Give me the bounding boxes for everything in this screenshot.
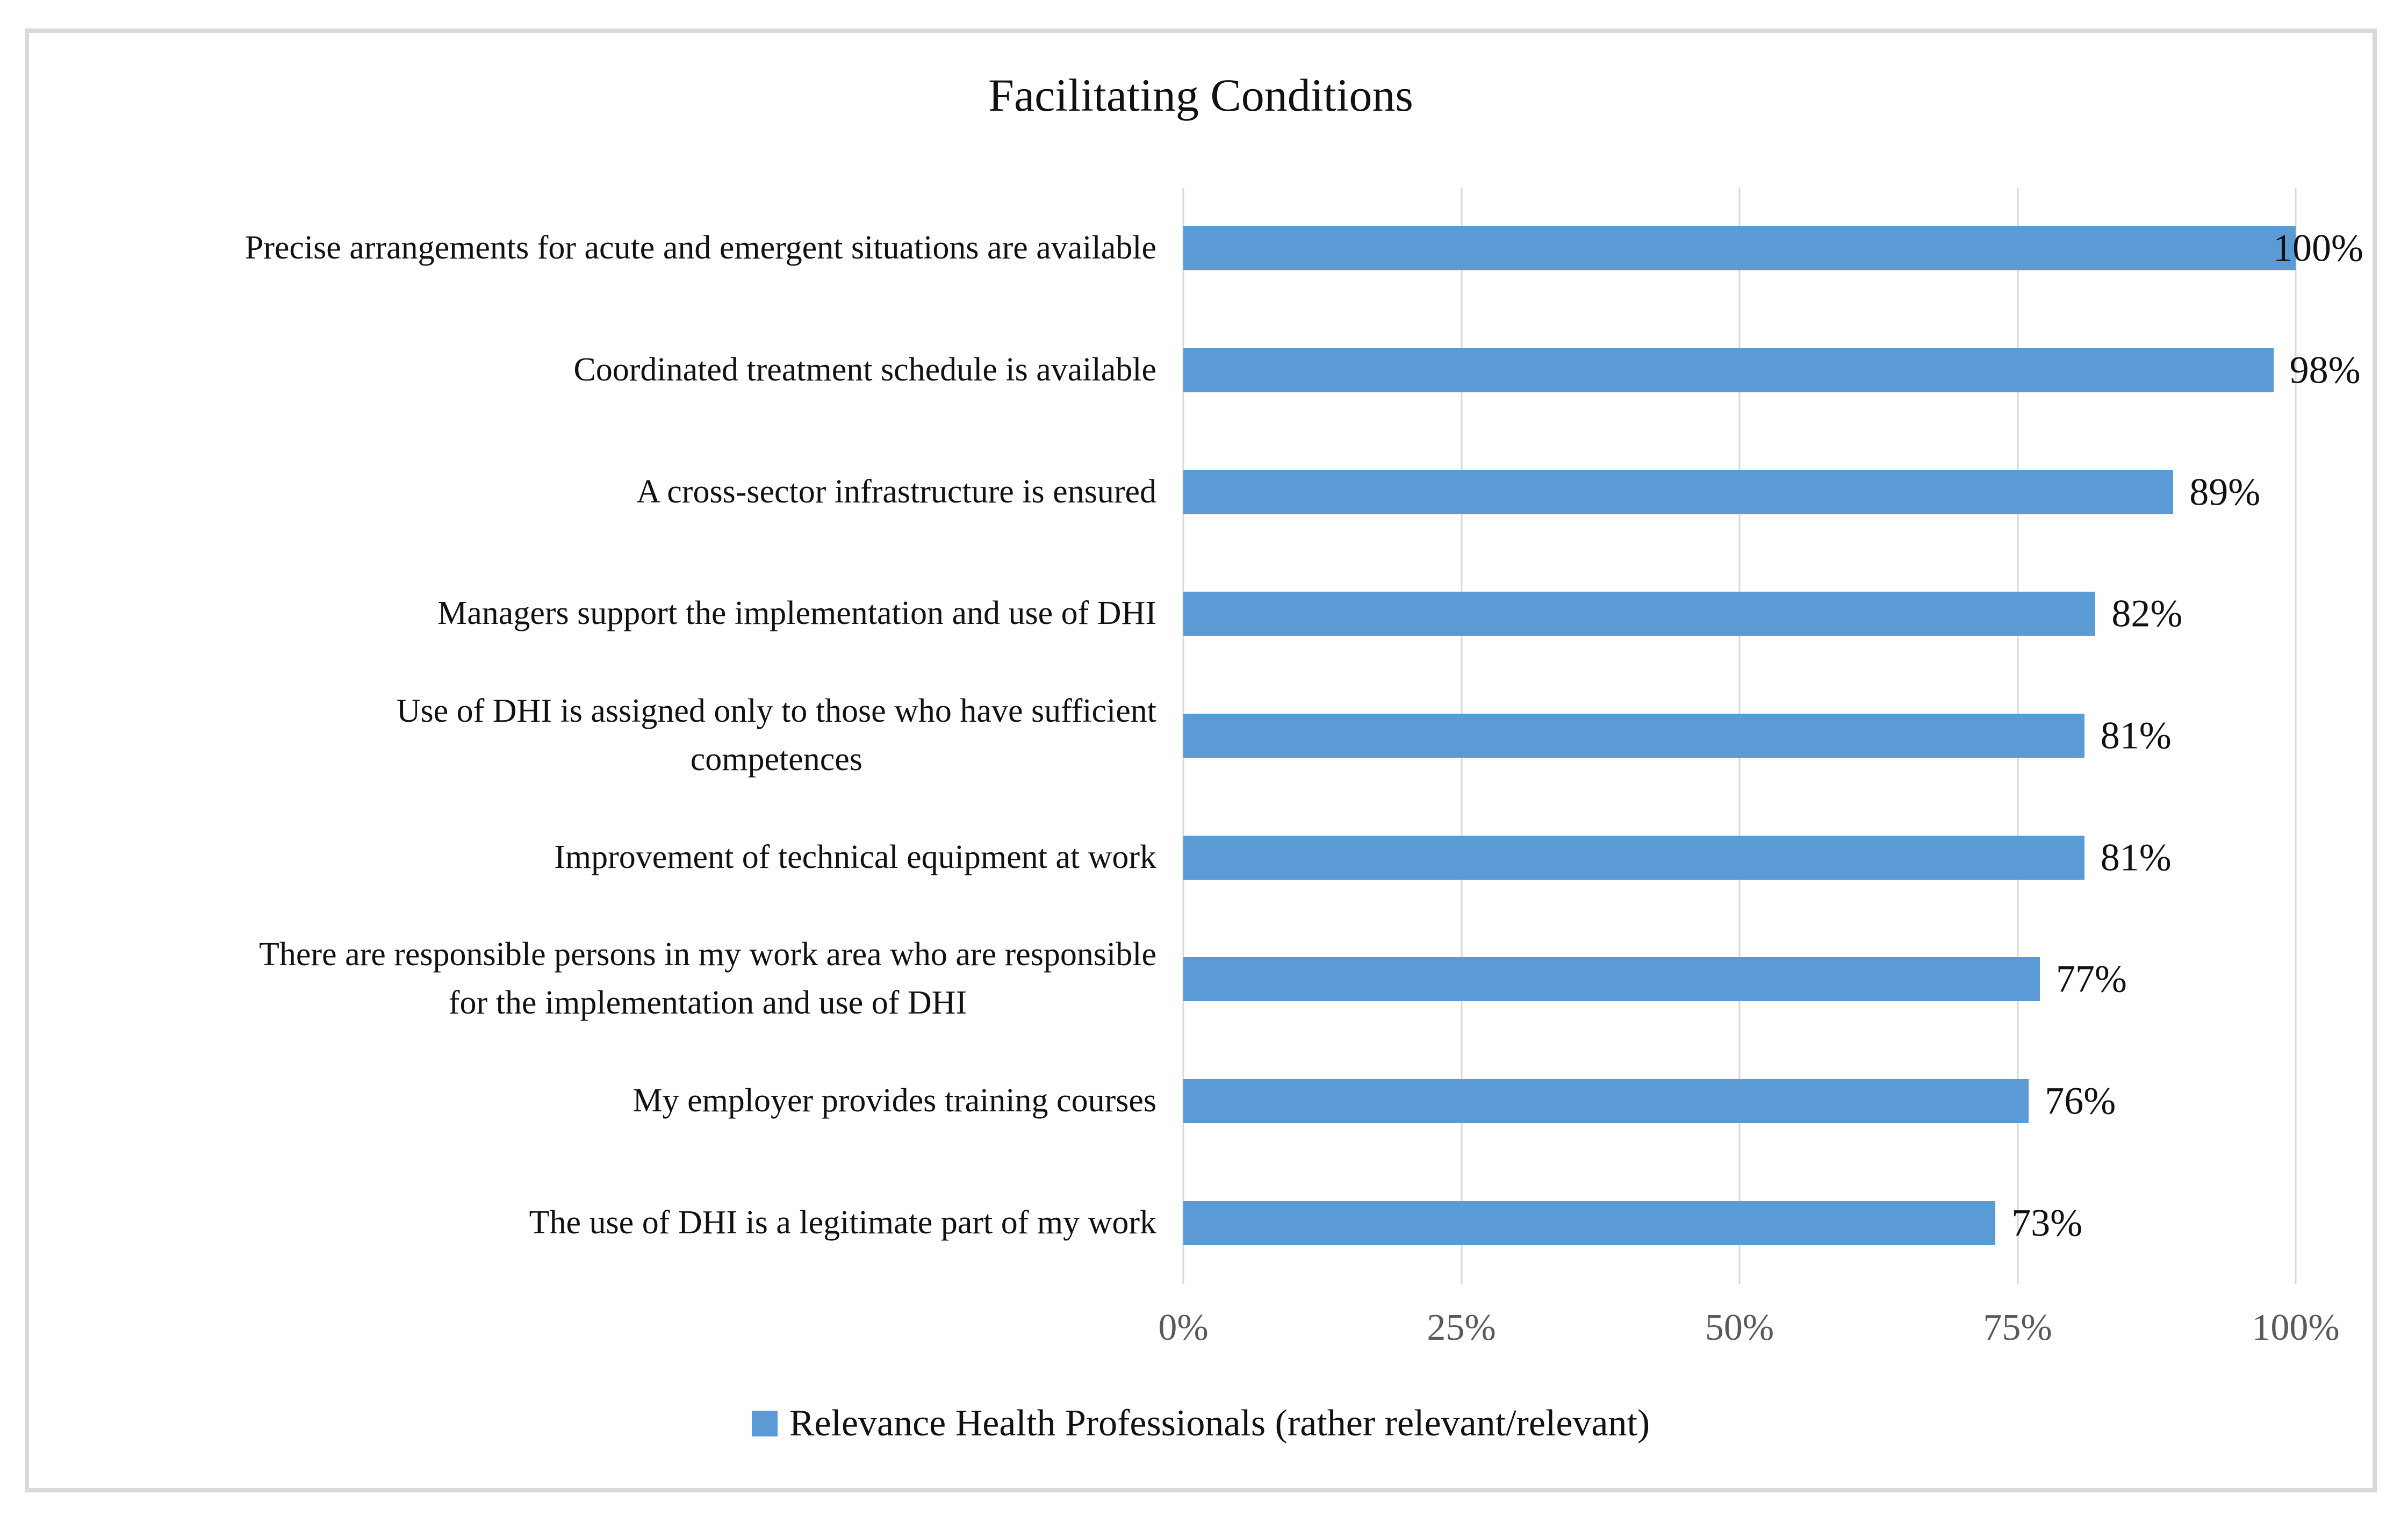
category-label: Coordinated treatment schedule is availa… [573,351,1156,389]
bar [1183,714,2084,758]
bar [1183,592,2096,636]
category-label: There are responsible persons in my work… [259,936,1156,1022]
category-label: Precise arrangements for acute and emerg… [245,229,1156,267]
legend: Relevance Health Professionals (rather r… [29,1398,2373,1449]
category-label-cell: Use of DHI is assigned only to those who… [29,675,1183,797]
data-label: 100% [2273,226,2363,270]
x-tick-label: 100% [2252,1307,2340,1348]
bar-row: There are responsible persons in my work… [29,918,2373,1040]
category-label-cell: Coordinated treatment schedule is availa… [29,310,1183,432]
category-label: Managers support the implementation and … [437,595,1156,632]
bar-row: Use of DHI is assigned only to those who… [29,675,2373,797]
bar [1183,1079,2029,1124]
x-tick-label: 75% [1983,1307,2052,1348]
bar-row: Improvement of technical equipment at wo… [29,796,2373,918]
category-label: My employer provides training courses [632,1082,1156,1119]
gridline [2295,188,2297,1284]
bar-cell: 77% [1183,918,2373,1040]
category-label: Improvement of technical equipment at wo… [554,838,1156,875]
bar-row: My employer provides training courses 76… [29,1040,2373,1162]
bar-row: Coordinated treatment schedule is availa… [29,310,2373,432]
data-label: 77% [2055,957,2127,1001]
category-label-cell: The use of DHI is a legitimate part of m… [29,1162,1183,1284]
category-label: Use of DHI is assigned only to those who… [396,693,1156,778]
category-label-cell: A cross-sector infrastructure is ensured [29,431,1183,553]
bar-cell: 73% [1183,1162,2373,1284]
chart-title: Facilitating Conditions [988,69,1413,121]
category-label-cell: My employer provides training courses [29,1040,1183,1162]
category-label: A cross-sector infrastructure is ensured [636,473,1156,510]
category-label-cell: Managers support the implementation and … [29,553,1183,675]
bar-rows: Precise arrangements for acute and emerg… [29,188,2373,1284]
data-label: 81% [2100,714,2172,757]
legend-label: Relevance Health Professionals (rather r… [789,1402,1650,1444]
data-label: 82% [2111,592,2183,635]
bar [1183,835,2084,880]
x-tick-label: 25% [1427,1307,1496,1348]
x-tick-label: 50% [1705,1307,1774,1348]
bar-cell: 76% [1183,1040,2373,1162]
bar-row: Managers support the implementation and … [29,553,2373,675]
bar [1183,348,2274,392]
category-label: The use of DHI is a legitimate part of m… [529,1204,1156,1241]
bar-cell: 100% [1183,188,2373,310]
bar-row: A cross-sector infrastructure is ensured… [29,431,2373,553]
bar [1183,957,2040,1002]
category-label-cell: Improvement of technical equipment at wo… [29,796,1183,918]
category-label-cell: Precise arrangements for acute and emerg… [29,188,1183,310]
bar [1183,470,2174,514]
bar-cell: 82% [1183,553,2373,675]
data-label: 73% [2011,1201,2083,1245]
chart-figure: Facilitating Conditions Precise arrangem… [25,28,2377,1492]
bar [1183,226,2296,271]
category-label-cell: There are responsible persons in my work… [29,918,1183,1040]
bar-cell: 89% [1183,431,2373,553]
bar-cell: 81% [1183,675,2373,797]
x-tick-label: 0% [1158,1307,1209,1348]
bar-row: The use of DHI is a legitimate part of m… [29,1162,2373,1284]
data-label: 76% [2045,1079,2116,1123]
bar [1183,1201,1996,1245]
x-axis-ticks: 0% 25% 50% 75% 100% [1158,1307,2339,1348]
bar-cell: 81% [1183,796,2373,918]
data-label: 81% [2100,836,2172,879]
data-label: 98% [2289,348,2361,392]
bar-row: Precise arrangements for acute and emerg… [29,188,2373,310]
bar-cell: 98% [1183,310,2373,432]
legend-marker-icon [751,1410,778,1436]
data-label: 89% [2189,470,2261,514]
